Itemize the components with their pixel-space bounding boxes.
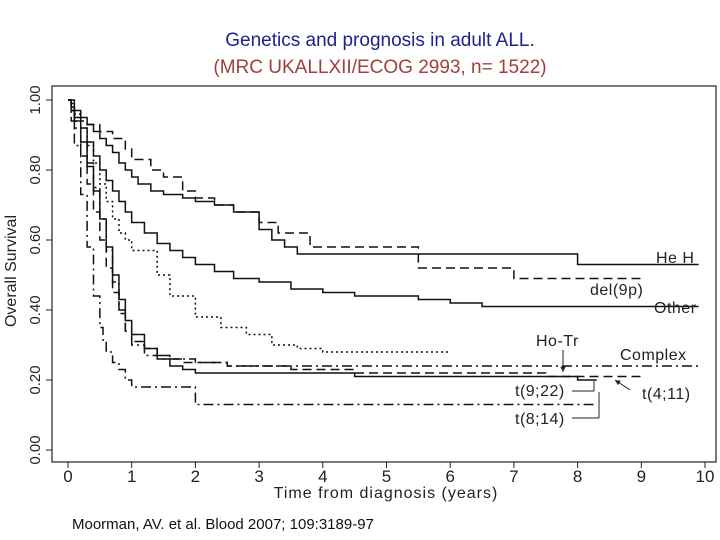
series-t-4-11-line (68, 99, 642, 378)
y-tick-label: 0.80 (27, 155, 44, 184)
y-tick-label: 0.40 (27, 295, 44, 324)
x-axis-label: Time from diagnosis (years) (274, 485, 499, 502)
y-tick-label: 0.20 (27, 365, 44, 394)
series-other-line (68, 99, 699, 308)
chart-title: Genetics and prognosis in adult ALL. (225, 30, 535, 51)
label-t-4-11: t(4;11) (642, 386, 691, 403)
series-t-8-14-line (68, 99, 597, 406)
series-complex-line (68, 99, 451, 353)
plot-frame (51, 85, 717, 463)
y-tick-label: 1.00 (27, 85, 44, 114)
y-tick-label: 0.60 (27, 225, 44, 254)
x-tick-label: 1 (127, 467, 136, 486)
label-t-9-22: t(9;22) (515, 383, 565, 400)
x-tick-label: 6 (445, 467, 454, 486)
series-t-9-22-line (68, 99, 597, 381)
series-heh-line (68, 99, 699, 266)
x-tick-label: 5 (382, 467, 391, 486)
x-tick-label: 2 (191, 467, 200, 486)
citation: Moorman, AV. et al. Blood 2007; 109:3189… (72, 516, 374, 533)
y-axis-label: Overall Survival (3, 215, 20, 327)
x-tick-label: 0 (63, 467, 72, 486)
label-t-8-14: t(8;14) (515, 411, 565, 428)
x-tick-label: 10 (696, 467, 715, 486)
x-tick-label: 4 (318, 467, 327, 486)
label-heh: He H (656, 250, 694, 267)
label-other: Other (654, 300, 697, 317)
series-ho-tr-line (68, 99, 699, 367)
y-tick-label: 0.00 (27, 435, 44, 464)
label-complex: Complex (620, 347, 687, 364)
x-tick-label: 8 (573, 467, 582, 486)
label-del-9p: del(9p) (590, 282, 643, 299)
chart-subtitle: (MRC UKALLXII/ECOG 2993, n= 1522) (213, 57, 547, 78)
t4-11-pointer-head (615, 380, 621, 386)
ho-tr-pointer-head (560, 366, 566, 372)
x-tick-label: 3 (254, 467, 263, 486)
x-tick-label: 9 (637, 467, 646, 486)
x-tick-label: 7 (509, 467, 518, 486)
series-del-9p-line (68, 99, 642, 280)
label-ho-tr: Ho-Tr (536, 333, 579, 350)
